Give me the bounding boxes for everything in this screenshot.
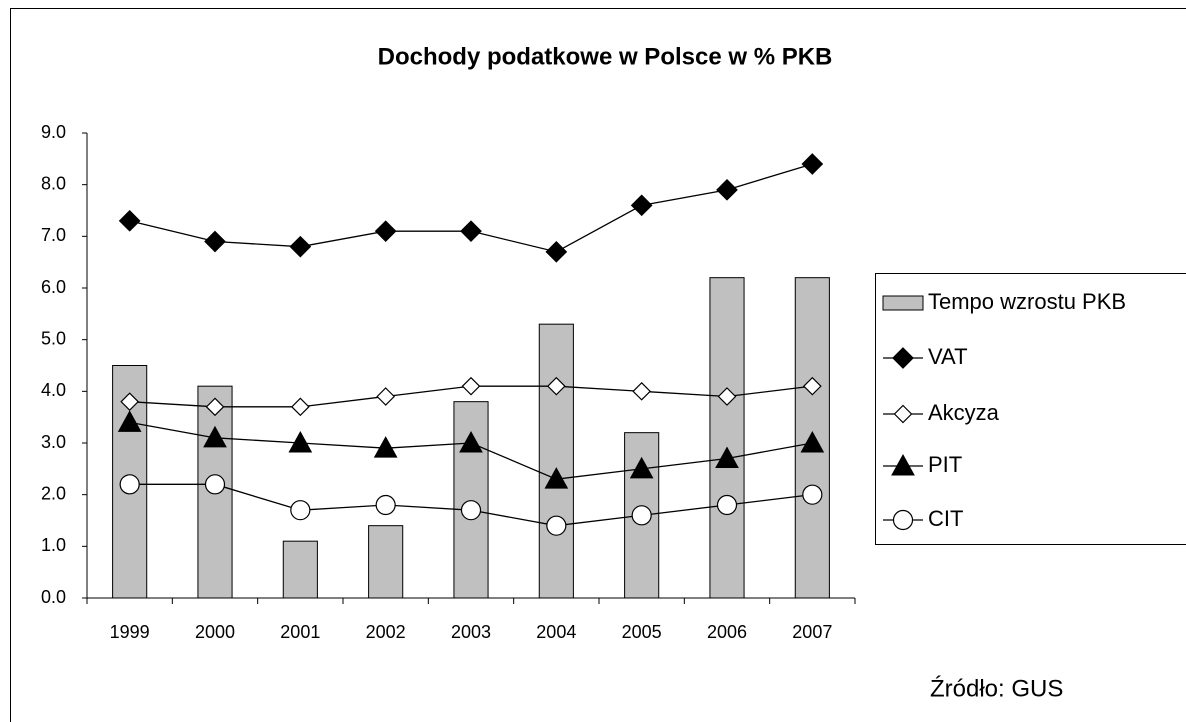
marker xyxy=(546,376,566,396)
x-tick-label: 2007 xyxy=(792,622,832,642)
marker xyxy=(376,387,396,406)
y-tick-label: 7.0 xyxy=(41,225,66,245)
marker xyxy=(545,240,568,263)
legend-marker xyxy=(892,509,914,531)
marker xyxy=(119,474,140,495)
marker xyxy=(460,500,482,521)
x-tick-label: 2000 xyxy=(195,622,235,642)
marker xyxy=(120,392,140,412)
y-tick-label: 8.0 xyxy=(41,173,66,193)
marker xyxy=(716,178,738,201)
marker xyxy=(717,387,737,406)
legend-swatch xyxy=(882,295,924,311)
marker xyxy=(288,430,313,453)
legend-label: CIT xyxy=(928,506,963,531)
bar xyxy=(538,323,574,599)
x-tick-label: 2004 xyxy=(536,622,576,642)
legend-marker xyxy=(893,404,913,424)
marker xyxy=(118,209,141,232)
legend-marker xyxy=(891,453,915,476)
legend-label: Tempo wzrostu PKB xyxy=(928,289,1126,314)
bar xyxy=(368,525,404,599)
chart-title: Dochody podatkowe w Polsce w % PKB xyxy=(378,43,833,70)
marker xyxy=(204,230,226,253)
x-tick-label: 2006 xyxy=(707,622,747,642)
marker xyxy=(544,467,569,489)
x-tick-label: 2002 xyxy=(366,622,406,642)
marker xyxy=(802,376,822,396)
y-tick-label: 1.0 xyxy=(41,535,66,555)
y-tick-label: 9.0 xyxy=(41,122,66,142)
x-tick-label: 2003 xyxy=(451,622,491,642)
x-tick-label: 2005 xyxy=(622,622,662,642)
legend-label: PIT xyxy=(928,452,962,477)
x-tick-label: 2001 xyxy=(280,622,320,642)
y-tick-label: 0.0 xyxy=(41,587,66,607)
legend-marker xyxy=(892,347,914,369)
marker xyxy=(289,235,312,258)
marker xyxy=(715,446,739,468)
marker xyxy=(629,456,654,479)
y-tick-label: 5.0 xyxy=(41,328,66,348)
legend-label: VAT xyxy=(928,344,968,369)
legend-box xyxy=(875,273,1186,545)
bar xyxy=(709,277,745,599)
source-note: Źródło: GUS xyxy=(930,675,1063,702)
marker xyxy=(290,500,311,521)
legend-label: Akcyza xyxy=(928,400,1000,425)
marker xyxy=(460,220,482,243)
marker xyxy=(631,505,652,526)
marker xyxy=(373,436,398,458)
marker xyxy=(117,410,142,432)
marker xyxy=(802,484,823,505)
y-tick-label: 2.0 xyxy=(41,483,66,503)
marker xyxy=(205,397,225,417)
bar xyxy=(282,540,318,599)
marker xyxy=(801,153,824,175)
marker xyxy=(716,494,738,516)
marker xyxy=(546,515,567,536)
marker xyxy=(630,194,653,217)
marker xyxy=(375,494,396,516)
marker xyxy=(461,376,481,396)
y-tick-label: 6.0 xyxy=(41,277,66,297)
marker xyxy=(203,425,227,448)
marker xyxy=(374,220,397,243)
y-tick-label: 3.0 xyxy=(41,432,66,452)
marker xyxy=(632,381,652,401)
y-tick-label: 4.0 xyxy=(41,380,66,400)
marker xyxy=(800,430,825,453)
x-tick-label: 1999 xyxy=(110,622,150,642)
marker xyxy=(204,474,226,495)
marker xyxy=(459,430,483,453)
marker xyxy=(290,397,310,417)
